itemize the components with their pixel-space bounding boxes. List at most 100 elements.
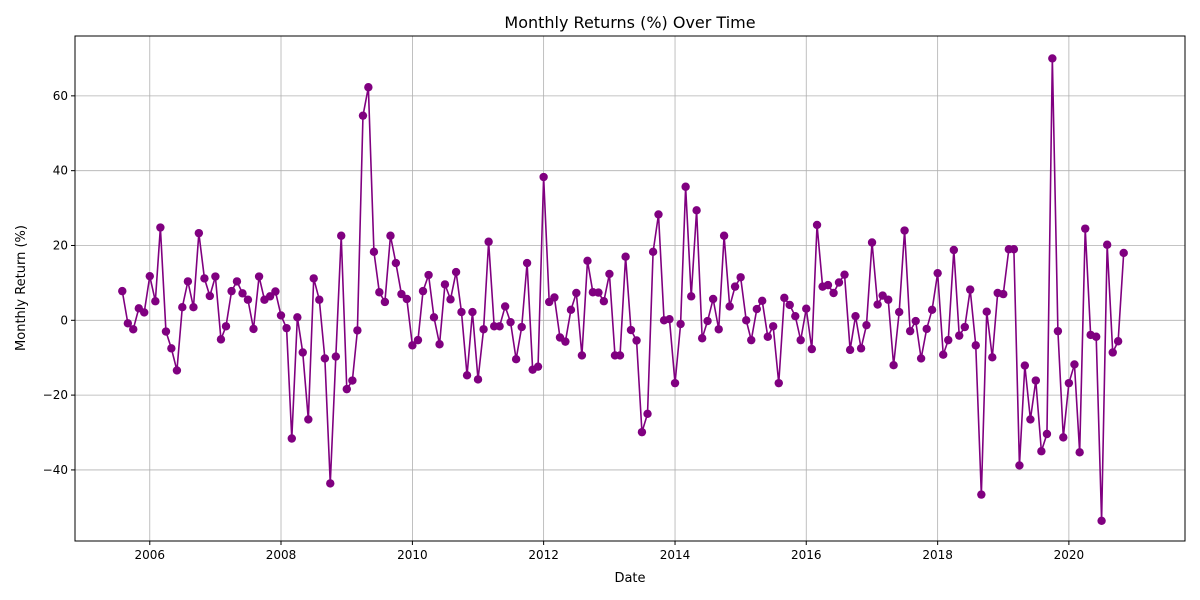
data-point — [730, 282, 740, 291]
data-point — [375, 288, 384, 297]
data-point — [1064, 378, 1074, 388]
data-point — [1048, 54, 1057, 63]
data-point — [309, 274, 318, 283]
data-point — [189, 303, 198, 312]
data-point — [626, 325, 636, 335]
x-axis-label: Date — [614, 571, 645, 586]
x-tick-label: 2018 — [922, 548, 953, 562]
data-point — [172, 366, 182, 375]
data-point — [408, 341, 417, 350]
data-point — [353, 326, 362, 335]
data-point — [949, 245, 959, 255]
data-point — [462, 371, 472, 380]
data-point — [752, 304, 762, 314]
data-point — [791, 311, 800, 321]
data-point — [500, 302, 510, 311]
y-tick-label: 0 — [60, 313, 68, 327]
data-point — [851, 311, 860, 321]
data-point — [522, 258, 532, 268]
data-point — [265, 292, 275, 301]
data-point — [708, 294, 718, 304]
data-point — [151, 297, 160, 306]
data-point — [167, 344, 176, 353]
data-point — [183, 277, 193, 286]
data-point — [287, 434, 296, 443]
data-point — [654, 210, 663, 219]
data-point — [763, 332, 772, 341]
data-point — [315, 295, 324, 304]
data-point — [298, 348, 307, 357]
x-tick-label: 2006 — [135, 548, 166, 562]
data-point — [960, 322, 969, 332]
data-point — [194, 228, 204, 238]
x-tick-label: 2014 — [660, 548, 691, 562]
data-point — [807, 344, 817, 354]
data-point — [796, 335, 805, 345]
x-tick-label: 2012 — [528, 548, 559, 562]
data-point — [862, 320, 871, 330]
data-point — [1108, 348, 1117, 357]
data-point — [665, 314, 674, 324]
data-point — [1015, 461, 1024, 470]
data-point — [681, 182, 690, 191]
data-point — [1009, 245, 1019, 254]
data-point — [495, 322, 504, 331]
series-group — [118, 54, 1128, 525]
series-line — [121, 57, 1125, 522]
data-point — [856, 344, 866, 353]
data-point — [358, 111, 368, 120]
data-point — [812, 220, 822, 230]
data-point — [424, 270, 433, 280]
data-point — [1020, 361, 1030, 370]
x-tick-label: 2008 — [266, 548, 297, 562]
data-point — [982, 307, 991, 316]
data-point — [697, 334, 707, 343]
data-point — [380, 297, 390, 307]
chart-title: Monthly Returns (%) Over Time — [504, 13, 755, 32]
data-point — [774, 378, 783, 388]
y-axis-label: Monthly Return (%) — [14, 225, 29, 351]
data-point — [648, 247, 658, 257]
data-point — [320, 354, 330, 363]
data-point — [676, 319, 685, 329]
data-point — [304, 415, 313, 424]
data-point — [747, 335, 756, 345]
data-point — [605, 269, 614, 279]
data-point — [397, 289, 406, 299]
data-point — [971, 341, 980, 350]
y-tick-label: 60 — [53, 89, 68, 103]
data-point — [703, 316, 712, 326]
data-point — [742, 316, 751, 325]
y-tick-label: −20 — [43, 388, 68, 402]
data-point — [572, 288, 581, 298]
data-point — [637, 427, 647, 437]
data-point — [451, 267, 461, 277]
data-point — [276, 311, 286, 320]
data-point — [802, 304, 811, 313]
data-point — [725, 302, 734, 311]
data-point — [1031, 376, 1041, 385]
data-point — [364, 83, 373, 92]
data-point — [211, 272, 220, 281]
data-point — [1081, 224, 1090, 233]
y-axis: −40 −20 0 20 40 60 — [43, 89, 75, 477]
data-point — [342, 384, 351, 394]
data-point — [599, 297, 609, 306]
data-point — [840, 270, 849, 279]
data-point — [1102, 240, 1112, 249]
data-point — [178, 303, 187, 312]
data-point — [1070, 360, 1079, 369]
y-tick-label: 20 — [53, 238, 68, 252]
data-point — [337, 231, 346, 240]
data-point — [1097, 516, 1106, 525]
data-point — [200, 274, 209, 283]
data-point — [216, 335, 226, 344]
data-point — [1053, 326, 1063, 336]
data-point — [829, 288, 838, 298]
x-axis: 2006 2008 2010 2012 2014 2016 2018 2020 — [135, 541, 1084, 562]
data-point — [402, 294, 412, 304]
data-point — [413, 335, 423, 345]
data-point — [533, 362, 543, 371]
data-point — [714, 325, 723, 334]
